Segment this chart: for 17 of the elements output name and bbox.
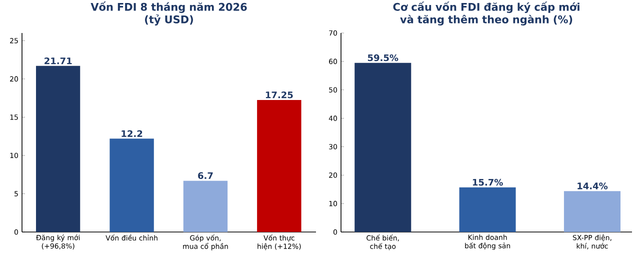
chart-subtitle: (tỷ USD) (145, 14, 193, 26)
data-label: 59.5% (368, 54, 398, 62)
bar (183, 180, 228, 232)
chart-title: Vốn FDI 8 tháng năm 2026 (90, 2, 247, 13)
bar (110, 138, 154, 232)
data-label: 17.25 (266, 91, 293, 98)
bar (36, 66, 80, 232)
chart-title: Cơ cấu vốn FDI đăng ký cấp mới và tăng thêm theo ngành (%) (393, 2, 580, 26)
data-label: 15.7% (472, 178, 503, 186)
data-label: 12.2 (122, 130, 142, 137)
data-label: 14.4% (578, 182, 608, 190)
bar (257, 100, 302, 232)
bar (459, 187, 516, 232)
data-label: 6.7 (198, 172, 213, 180)
bar (564, 191, 620, 232)
data-label: 21.71 (44, 57, 72, 64)
bar (354, 62, 412, 232)
